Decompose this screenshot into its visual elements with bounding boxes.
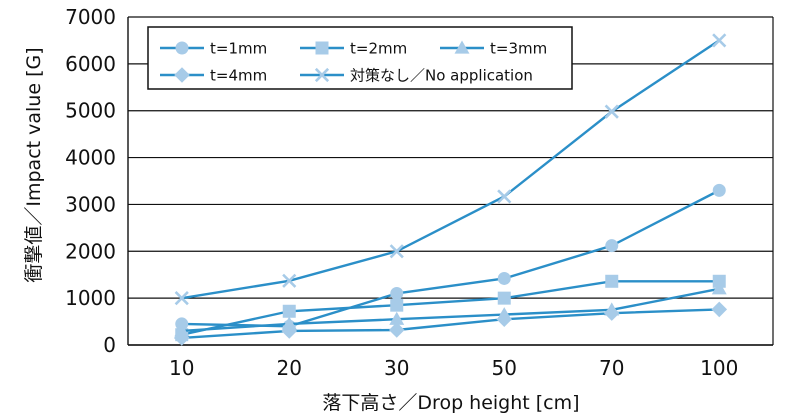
x-tick-label: 10 <box>169 356 194 380</box>
legend-label: 対策なし／No application <box>350 67 533 85</box>
legend-label: t=3mm <box>490 40 547 58</box>
y-axis-label: 衝撃値／Impact value [G] <box>23 47 45 282</box>
series-line <box>181 287 720 333</box>
series-3 <box>174 281 727 337</box>
series-group <box>173 33 728 346</box>
data-point <box>711 301 728 318</box>
legend-item: t=3mm <box>440 40 547 58</box>
data-point <box>496 311 513 328</box>
y-tick-label: 0 <box>103 333 116 357</box>
y-tick-label: 7000 <box>65 5 116 29</box>
y-tick-labels: 0 1000 2000 3000 4000 5000 6000 7000 <box>65 5 116 357</box>
y-tick-label: 4000 <box>65 146 116 170</box>
x-tick-label: 30 <box>384 356 409 380</box>
legend-marker <box>454 40 470 54</box>
legend-item: 対策なし／No application <box>300 67 533 85</box>
data-point <box>388 322 405 338</box>
series-line <box>181 280 720 336</box>
legend-marker <box>175 41 189 55</box>
x-tick-label: 100 <box>700 356 738 380</box>
x-tick-label: 20 <box>277 356 302 380</box>
data-point <box>712 183 726 197</box>
legend-item: t=4mm <box>160 67 267 85</box>
data-point <box>605 274 619 288</box>
series-line <box>181 308 720 340</box>
legend-label: t=2mm <box>350 40 407 58</box>
series-line <box>181 39 720 300</box>
data-point <box>603 305 620 321</box>
legend-marker <box>315 41 329 55</box>
data-point <box>282 273 297 288</box>
data-point <box>174 323 190 337</box>
series-line <box>181 189 720 328</box>
legend-marker <box>174 67 190 83</box>
y-tick-label: 6000 <box>65 52 116 76</box>
data-point <box>390 298 404 312</box>
data-point <box>604 104 619 119</box>
x-tick-label: 50 <box>492 356 517 380</box>
legend: t=1mm t=2mm t=3mm t=4mm 対策なし／No application <box>147 26 573 90</box>
legend-item: t=2mm <box>300 40 407 58</box>
y-tick-label: 3000 <box>65 192 116 216</box>
data-point <box>174 291 189 306</box>
data-point <box>497 271 511 285</box>
data-point <box>281 323 298 339</box>
legend-item: t=1mm <box>160 40 267 58</box>
data-point <box>712 274 726 288</box>
data-point <box>173 330 190 346</box>
data-point <box>281 316 297 330</box>
data-point <box>497 189 512 204</box>
series-4 <box>173 301 728 346</box>
y-tick-label: 2000 <box>65 239 116 263</box>
data-point <box>389 244 404 259</box>
x-tick-label: 70 <box>599 356 624 380</box>
legend-box <box>147 26 573 90</box>
x-axis-label: 落下高さ／Drop height [cm] <box>322 392 579 414</box>
legend-label: t=4mm <box>210 67 267 85</box>
data-point <box>711 281 727 295</box>
data-point <box>390 286 404 300</box>
y-tick-label: 5000 <box>65 99 116 123</box>
series-5 <box>174 33 727 306</box>
data-point <box>497 291 511 305</box>
data-point <box>389 311 405 325</box>
y-tick-label: 1000 <box>65 286 116 310</box>
legend-marker <box>314 67 330 83</box>
data-point <box>605 239 619 253</box>
x-tick-labels: 10 20 30 50 70 100 <box>169 356 738 380</box>
data-point <box>282 304 296 318</box>
data-point <box>712 33 727 48</box>
legend-label: t=1mm <box>210 40 267 58</box>
series-1 <box>175 183 726 333</box>
